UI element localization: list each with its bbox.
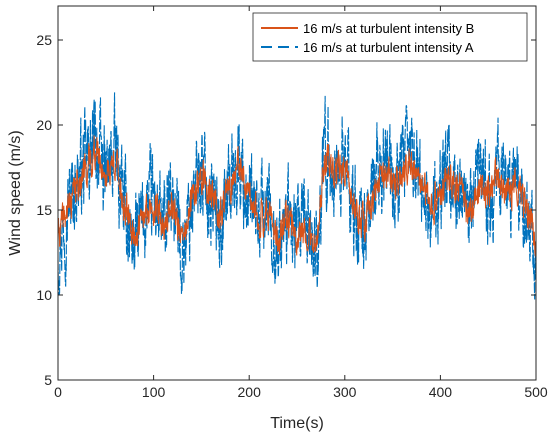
x-tick-label: 500	[524, 384, 548, 400]
x-tick-label: 100	[142, 384, 166, 400]
y-axis-title: Wind speed (m/s)	[7, 130, 24, 255]
legend-label-a: 16 m/s at turbulent intensity A	[303, 40, 474, 55]
ticks-layer: 0 100 200 300 400 500 5 10 15 20 25	[36, 6, 548, 400]
y-tick-label: 25	[36, 32, 52, 48]
plot-frame	[57, 5, 537, 381]
series-layer	[57, 92, 537, 300]
y-tick-label: 10	[36, 287, 52, 303]
y-tick-label: 15	[36, 202, 52, 218]
x-axis-title: Time(s)	[270, 415, 324, 432]
legend-label-b: 16 m/s at turbulent intensity B	[303, 21, 474, 36]
y-tick-label: 20	[36, 117, 52, 133]
series-line-intensity-b	[57, 135, 537, 257]
x-tick-label: 400	[429, 384, 453, 400]
legend: 16 m/s at turbulent intensity B 16 m/s a…	[252, 12, 528, 62]
y-tick-label: 5	[44, 372, 52, 388]
legend-box	[252, 12, 528, 62]
x-tick-label: 0	[54, 384, 62, 400]
x-tick-label: 300	[333, 384, 357, 400]
x-tick-label: 200	[238, 384, 262, 400]
